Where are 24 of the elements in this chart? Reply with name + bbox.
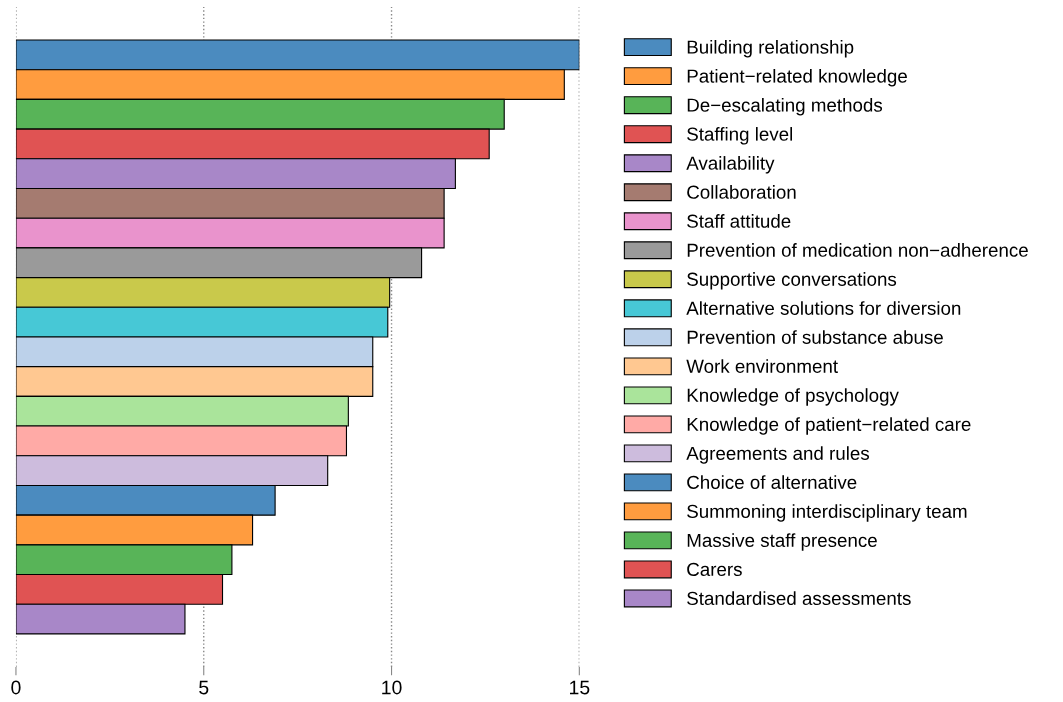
legend-label: Work environment: [686, 359, 838, 373]
legend-label: Availability: [686, 156, 775, 174]
legend-label: Patient−related knowledge: [687, 69, 907, 87]
legend-label: Carers: [687, 562, 742, 577]
legend-label: Building relationship: [687, 39, 854, 58]
legend-label: De−escalating methods: [687, 98, 883, 116]
x-tick-label: 10: [382, 680, 402, 695]
legend-label: Massive staff presence: [687, 533, 877, 551]
legend-label: Choice of alternative: [687, 475, 857, 489]
legend-label: Staffing level: [687, 127, 793, 145]
legend-label: Alternative solutions for diversion: [686, 301, 961, 315]
legend-label: Prevention of medication non−adherence: [687, 243, 1028, 257]
x-tick-label: 5: [199, 680, 209, 695]
x-tick-label: 15: [570, 680, 590, 695]
legend-label: Collaboration: [687, 185, 796, 199]
legend-label: Summoning interdisciplinary team: [687, 504, 967, 522]
legend-label: Knowledge of patient−related care: [687, 417, 971, 435]
legend-label: Staff attitude: [687, 214, 791, 228]
legend-label: Knowledge of psychology: [687, 388, 899, 406]
legend-label: Supportive conversations: [687, 272, 897, 290]
x-tick-label: 0: [11, 680, 21, 695]
legend-label: Agreements and rules: [686, 446, 870, 464]
legend-label: Prevention of substance abuse: [687, 330, 943, 344]
legend-label: Standardised assessments: [687, 591, 911, 606]
